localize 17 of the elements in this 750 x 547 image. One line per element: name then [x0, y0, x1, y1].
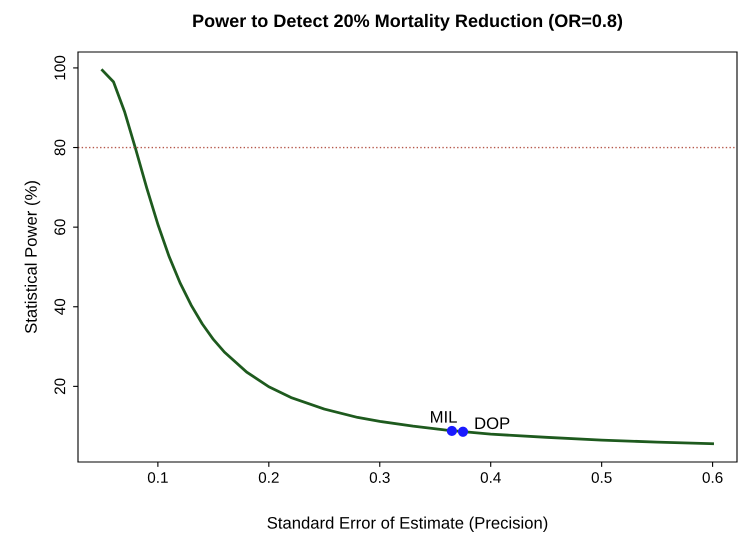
annotation: DOP	[475, 417, 510, 430]
x-tick-label: 0.5	[592, 472, 612, 483]
x-tick-label: 0.1	[148, 472, 168, 483]
line-series	[101, 68, 714, 446]
y-tick-label: 40	[54, 298, 66, 315]
x-tick-label: 0.6	[702, 472, 723, 483]
x-tick-label: 0.4	[480, 472, 501, 483]
annotation: MIL	[431, 411, 457, 423]
x-axis-title: Standard Error of Estimate (Precision)	[267, 516, 548, 532]
y-tick-label: 60	[54, 219, 66, 235]
y-tick-label: 20	[54, 378, 66, 394]
y-tick-label: 100	[54, 56, 66, 80]
y-tick-label: 80	[54, 140, 66, 156]
x-tick-label: 0.3	[370, 472, 390, 483]
chart-title: Power to Detect 20% Mortality Reduction (OR=0.8)	[193, 14, 622, 31]
x-tick-label: 0.2	[258, 472, 279, 483]
y-axis-title: Statistical Power (%)	[24, 181, 40, 334]
